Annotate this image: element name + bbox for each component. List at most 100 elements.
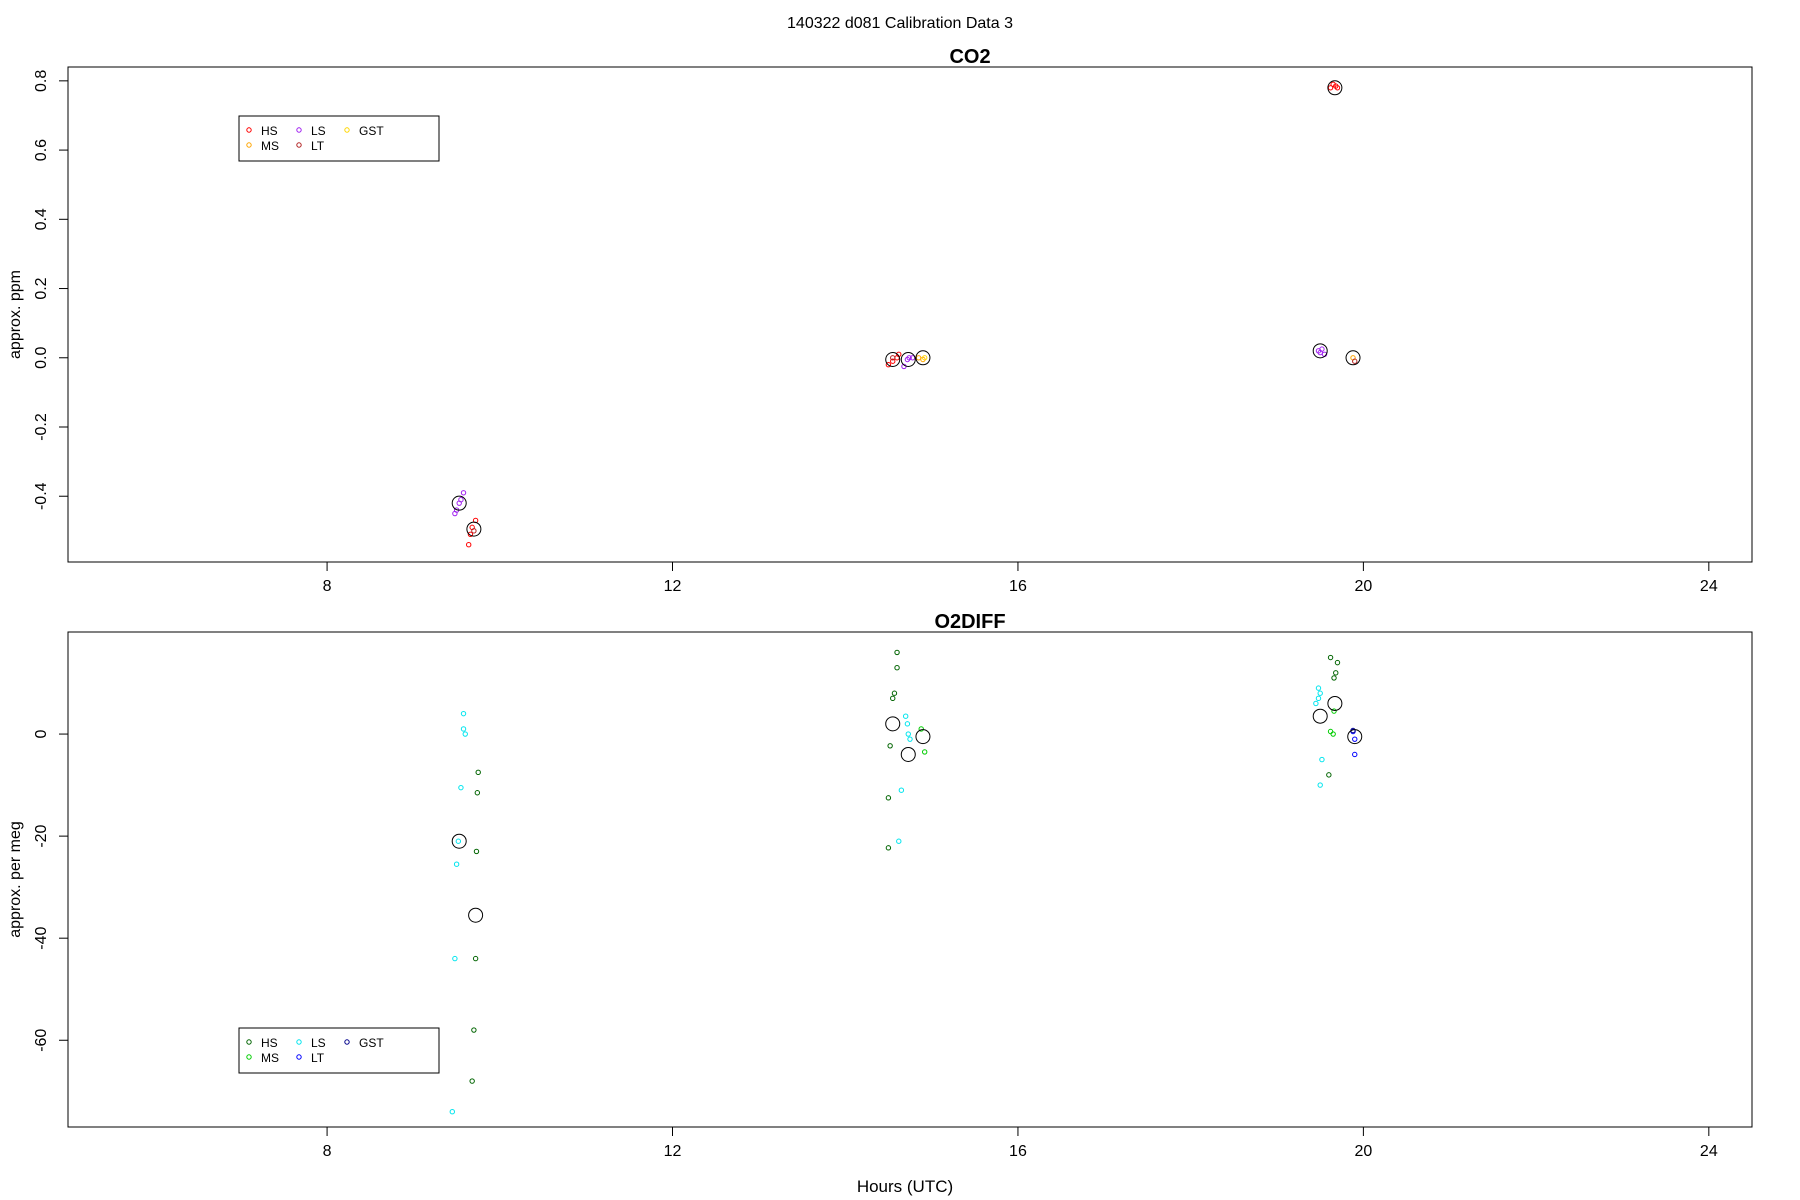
legend-label: LT (311, 139, 325, 153)
y-tick-label: -0.2 (33, 413, 50, 441)
x-tick-label: 24 (1700, 578, 1718, 595)
panel-title: O2DIFF (934, 611, 1005, 633)
data-point (472, 955, 479, 962)
data-point (1319, 756, 1325, 763)
data-point (473, 848, 480, 855)
data-point (915, 355, 922, 361)
data-point (907, 736, 913, 742)
data-point (458, 784, 464, 791)
legend-label: LS (311, 124, 326, 138)
y-tick-label: -0.4 (33, 482, 50, 510)
legend-box (238, 1027, 440, 1074)
y-tick-label: 0.6 (33, 139, 50, 161)
chart-panel-co2: CO2 8 12 16 20 24 -0.4 -0.2 0.0 0.2 0.4 0.6 0.8 appro… (7, 46, 1753, 595)
data-point (906, 355, 912, 361)
mean-marker (885, 716, 901, 732)
data-point (449, 1108, 455, 1115)
data-point (894, 665, 900, 671)
y-tick-label: 0.2 (33, 277, 50, 299)
series-hs (466, 81, 1341, 548)
series-hs (469, 649, 1341, 1084)
data-point (1331, 675, 1337, 681)
legend-label: HS (261, 124, 278, 138)
mean-marker (900, 352, 916, 367)
chart-panel-o2diff: O2DIFF 8 12 16 20 24 -60 -40 -20 0 approx. per meg… (7, 611, 1753, 1160)
data-point (1333, 670, 1339, 676)
data-point (460, 710, 467, 717)
y-tick-label: -20 (33, 824, 50, 847)
data-point (1327, 728, 1334, 735)
series-lt (471, 355, 1358, 534)
legend-marker (246, 142, 252, 148)
x-tick-label: 16 (1009, 578, 1027, 595)
legend-marker (344, 127, 350, 133)
legend-marker (296, 1054, 302, 1060)
mean-marker (451, 833, 467, 849)
data-point (462, 731, 468, 737)
mean-marker (915, 350, 931, 366)
mean-marker (900, 746, 916, 762)
figure-title: 140322 d081 Calibration Data 3 (787, 15, 1013, 32)
data-point (1331, 708, 1337, 714)
series-ms (918, 708, 1337, 755)
data-point (905, 731, 911, 737)
data-point (1317, 690, 1323, 696)
y-axis-label: approx. per meg (7, 821, 24, 938)
plot-frame (67, 631, 1753, 1128)
data-point (1313, 700, 1319, 707)
data-point (474, 790, 481, 796)
legend-marker (296, 127, 302, 133)
data-point (460, 490, 467, 496)
legend-label: MS (261, 1051, 279, 1065)
mean-marker (885, 352, 901, 367)
y-tick-label: -40 (33, 927, 50, 950)
mean-marker (1345, 350, 1361, 366)
data-point (456, 500, 462, 506)
data-point (902, 713, 909, 719)
x-tick-label: 8 (323, 1143, 332, 1160)
data-point (471, 1027, 477, 1033)
series-ms (915, 355, 1356, 363)
data-point (885, 795, 892, 801)
legend-box (238, 115, 440, 162)
data-point (1352, 751, 1358, 758)
series-ls (452, 346, 1328, 517)
y-tick-label: 0.4 (33, 208, 50, 230)
data-point (467, 531, 474, 538)
data-point (885, 361, 892, 368)
mean-marker (1327, 695, 1343, 711)
x-axis-label: Hours (UTC) (857, 1177, 953, 1196)
series-gst (921, 355, 928, 361)
panel-title: CO2 (949, 46, 990, 68)
data-point (896, 838, 902, 844)
chart-panels: CO2 8 12 16 20 24 -0.4 -0.2 0.0 0.2 0.4 0.6 0.8 appro… (7, 46, 1753, 1196)
legend-label: MS (261, 139, 279, 153)
data-point (891, 690, 898, 696)
legend-marker (246, 1054, 252, 1060)
mean-marker (1347, 729, 1363, 745)
data-point (455, 838, 462, 844)
data-point (452, 510, 458, 517)
data-point (453, 861, 460, 867)
series-mean (451, 80, 1361, 537)
data-point (475, 769, 481, 776)
legend-label: GST (359, 124, 384, 138)
mean-marker (915, 729, 931, 745)
data-point (1352, 736, 1358, 742)
legend-marker (296, 1039, 302, 1045)
data-point (921, 355, 928, 361)
series-mean (451, 695, 1363, 923)
data-point (1315, 685, 1322, 691)
data-point (890, 358, 896, 364)
data-point (898, 787, 905, 793)
x-tick-label: 12 (664, 578, 682, 595)
mean-marker (466, 521, 482, 537)
data-point (1352, 358, 1358, 364)
mean-marker (1312, 343, 1328, 359)
data-point (452, 955, 458, 962)
y-tick-label: 0.0 (33, 347, 50, 369)
y-axis-label: approx. ppm (7, 270, 24, 359)
data-point (466, 541, 472, 548)
